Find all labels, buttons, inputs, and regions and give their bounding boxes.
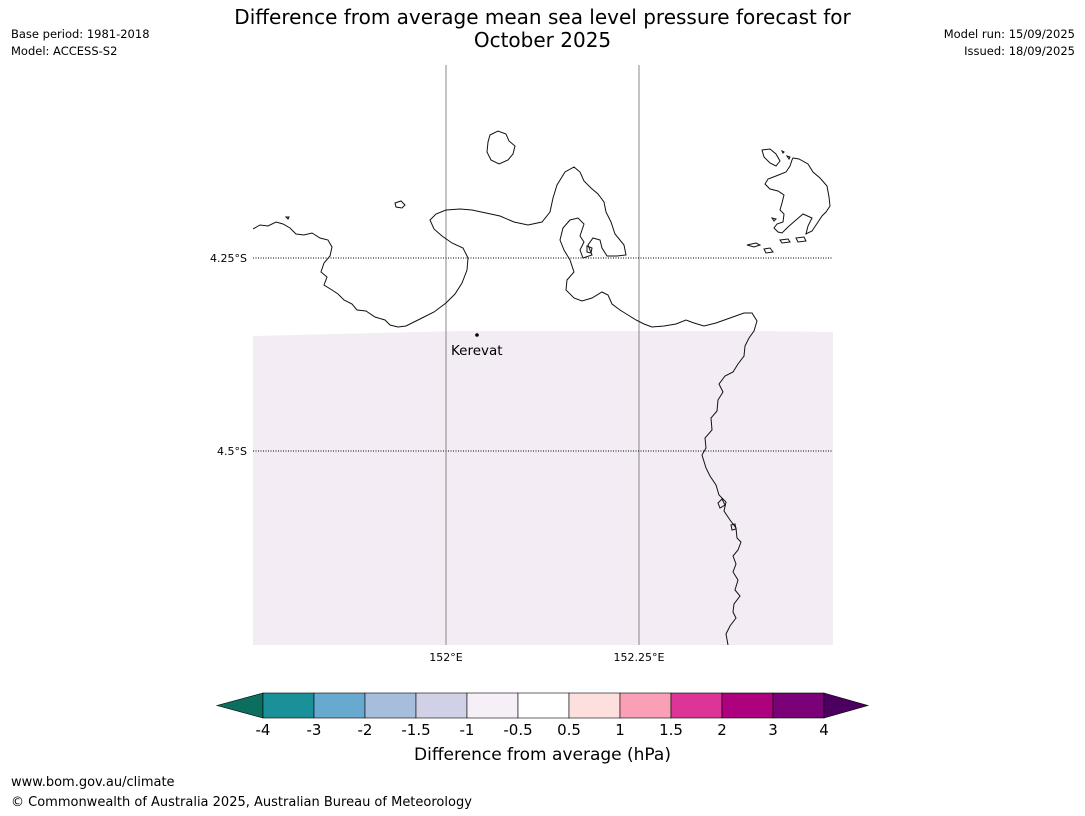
colorbar-tick-label: -0.5 [503,721,532,739]
colorbar-segment [670,692,723,719]
colorbar-tick-label: 3 [768,721,778,739]
base-period-text: Base period: 1981-2018 [11,27,150,41]
colorbar-tick-label: -1.5 [401,721,430,739]
colorbar-segment [772,692,825,719]
model-info: Base period: 1981-2018 Model: ACCESS-S2 [11,26,150,60]
colorbar-under-arrow [215,692,264,719]
colorbar-tick-label: 2 [717,721,727,739]
map-title: Difference from average mean sea level p… [0,6,1085,52]
colorbar-tick-label: -2 [358,721,373,739]
colorbar-segment [517,692,570,719]
model-text: Model: ACCESS-S2 [11,44,118,58]
footer-url[interactable]: www.bom.gov.au/climate [11,775,175,790]
colorbar-tick-label: 0.5 [557,721,581,739]
colorbar-segment [415,692,468,719]
anomaly-shading [253,331,833,645]
colorbar-over-arrow [823,692,870,719]
title-line-1: Difference from average mean sea level p… [234,5,851,29]
lon-label-152e: 152°E [429,651,462,664]
colorbar-tick-label: 1 [615,721,625,739]
colorbar-segment [313,692,366,719]
colorbar-tick-label: -1 [460,721,475,739]
colorbar-segment [568,692,621,719]
coastline [253,130,831,645]
map-panel: Kerevat 4.25°S 4.5°S 152°E 152.25°E [210,65,833,664]
title-line-2: October 2025 [473,28,612,52]
kerevat-marker [475,333,479,337]
colorbar-segment [364,692,417,719]
colorbar-title: Difference from average (hPa) [414,745,671,765]
issued-text: Issued: 18/09/2025 [964,44,1075,58]
colorbar-tick-label: -4 [256,721,271,739]
lat-label-4-5s: 4.5°S [217,445,247,458]
colorbar: -4 -3 -2 -1.5 -1 -0.5 0.5 1 1.5 2 3 4 [215,692,870,739]
colorbar-tick-label: 1.5 [659,721,683,739]
colorbar-tick-label: 4 [819,721,829,739]
model-run-text: Model run: 15/09/2025 [943,27,1075,41]
colorbar-segment [619,692,672,719]
footer-copyright: © Commonwealth of Australia 2025, Austra… [11,795,472,810]
lon-label-152-25e: 152.25°E [614,651,665,664]
colorbar-segments [215,692,870,719]
kerevat-label: Kerevat [451,343,503,359]
colorbar-segment [721,692,774,719]
colorbar-segment [466,692,519,719]
colorbar-segment [262,692,315,719]
colorbar-ticks: -4 -3 -2 -1.5 -1 -0.5 0.5 1 1.5 2 3 4 [256,721,829,739]
run-info: Model run: 15/09/2025 Issued: 18/09/2025 [944,26,1075,60]
lat-label-4-25s: 4.25°S [210,252,247,265]
colorbar-tick-label: -3 [307,721,322,739]
